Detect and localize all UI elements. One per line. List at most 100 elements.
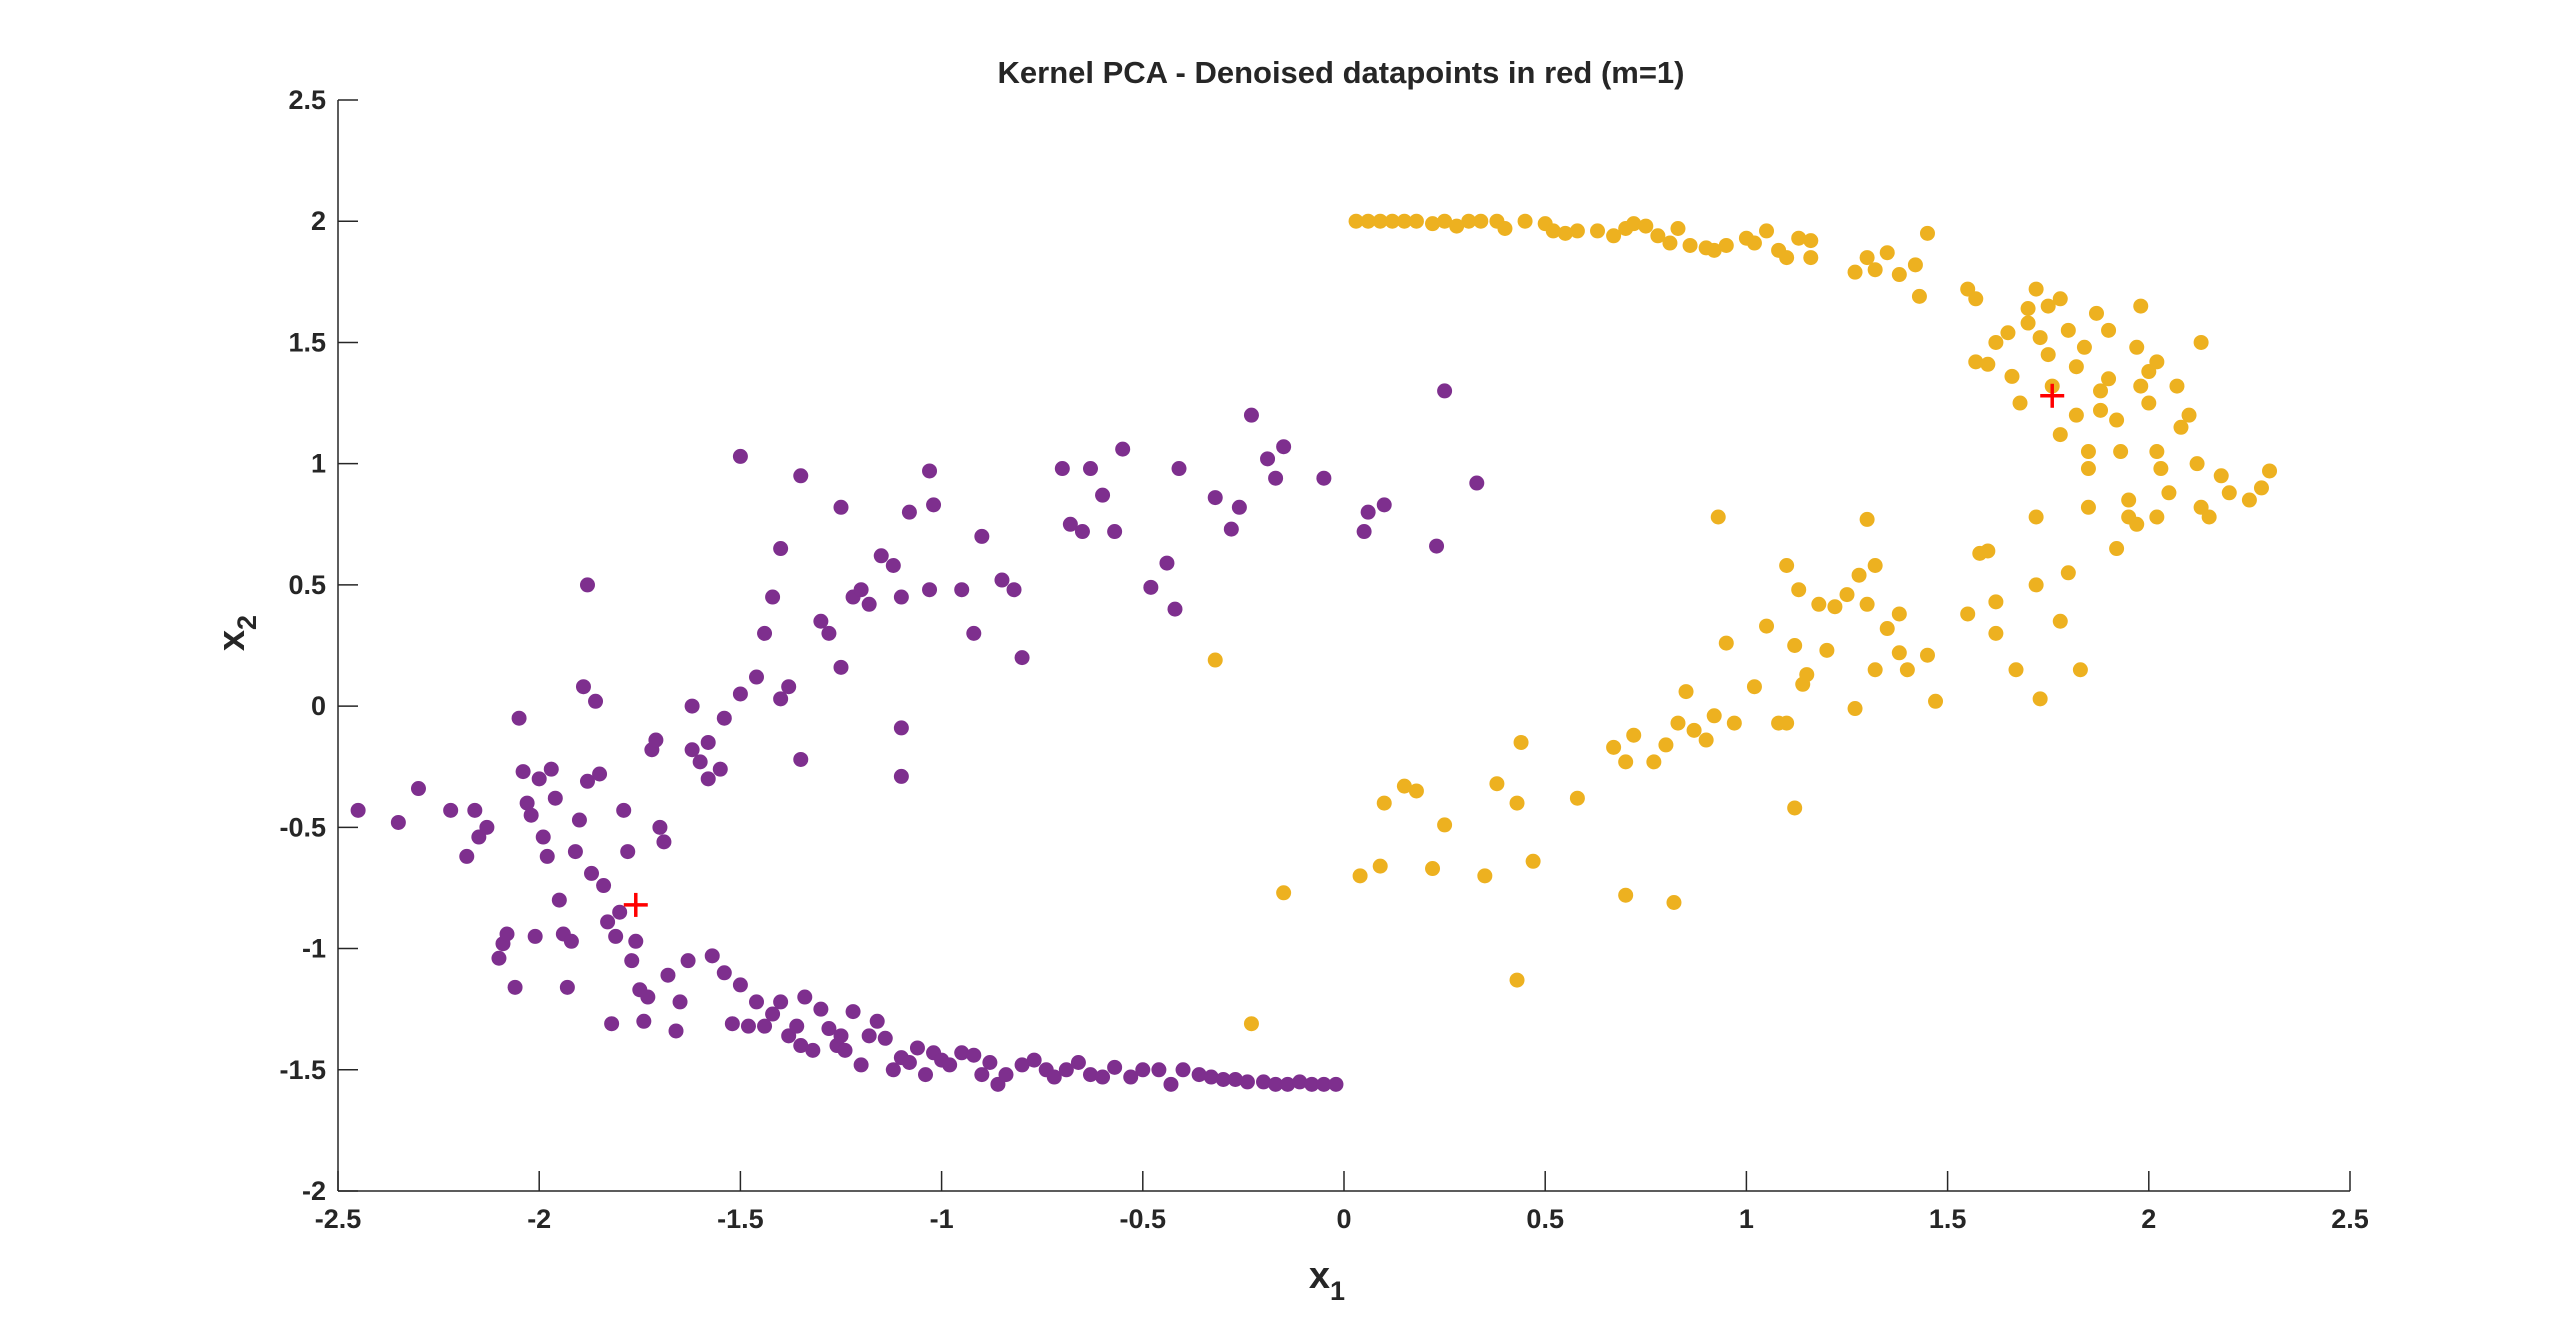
yellow-data-point	[1706, 242, 1722, 258]
yellow-data-point	[1919, 647, 1935, 663]
purple-data-point	[704, 948, 720, 964]
x-tick-label: 1	[1739, 1204, 1754, 1234]
purple-data-point	[885, 1062, 901, 1078]
yellow-data-point	[1988, 625, 2004, 641]
yellow-data-point	[2060, 565, 2076, 581]
purple-data-point	[861, 1028, 877, 1044]
yellow-data-point	[1791, 582, 1807, 598]
yellow-data-point	[1803, 233, 1819, 249]
yellow-data-point	[2080, 461, 2096, 477]
purple-data-point	[680, 953, 696, 969]
purple-data-point	[1082, 461, 1098, 477]
purple-data-point	[909, 1040, 925, 1056]
purple-data-point	[757, 625, 773, 641]
yellow-data-point	[1867, 662, 1883, 678]
purple-data-point	[757, 1018, 773, 1034]
purple-data-point	[1304, 1076, 1320, 1092]
yellow-data-point	[1658, 737, 1674, 753]
purple-data-point	[1014, 1057, 1030, 1073]
purple-data-point	[773, 541, 789, 557]
purple-data-point	[1062, 516, 1078, 532]
purple-data-point	[1058, 1062, 1074, 1078]
yellow-data-point	[2080, 444, 2096, 460]
yellow-data-point	[1928, 693, 1944, 709]
purple-data-point	[1070, 1055, 1086, 1071]
yellow-data-point	[1726, 715, 1742, 731]
yellow-data-point	[1590, 223, 1606, 239]
purple-data-point	[1143, 579, 1159, 595]
denoised-point-marker	[2040, 383, 2065, 408]
yellow-data-point	[1348, 213, 1364, 229]
yellow-data-point	[1795, 676, 1811, 692]
purple-data-point	[1231, 499, 1247, 515]
y-tick-label: 1.5	[288, 327, 326, 357]
yellow-data-point	[2253, 480, 2269, 496]
yellow-data-point	[2213, 468, 2229, 484]
yellow-data-point	[2028, 509, 2044, 525]
purple-data-point	[1095, 1069, 1111, 1085]
purple-data-point	[926, 497, 942, 513]
purple-data-point	[1207, 490, 1223, 506]
purple-data-point	[793, 1038, 809, 1054]
yellow-data-point	[2088, 305, 2104, 321]
yellow-data-point	[1811, 596, 1827, 612]
purple-data-point	[1316, 1076, 1332, 1092]
purple-data-point	[1203, 1069, 1219, 1085]
purple-data-point	[1054, 461, 1070, 477]
yellow-data-point	[1408, 213, 1424, 229]
purple-data-point	[893, 589, 909, 605]
purple-data-point	[588, 693, 604, 709]
yellow-data-point	[1891, 267, 1907, 283]
purple-data-point	[994, 572, 1010, 588]
yellow-data-point	[1706, 708, 1722, 724]
yellow-data-point	[1851, 567, 1867, 583]
y-axis-label: x2	[211, 615, 262, 651]
purple-data-point	[616, 802, 632, 818]
purple-data-point	[1243, 407, 1259, 423]
purple-data-point	[1115, 441, 1131, 457]
yellow-data-point	[1670, 220, 1686, 236]
purple-data-point	[853, 1057, 869, 1073]
yellow-data-point	[2052, 613, 2068, 629]
yellow-data-point	[2076, 339, 2092, 355]
purple-data-point	[612, 904, 628, 920]
purple-data-point	[523, 807, 539, 823]
x-tick-label: 2.5	[2331, 1204, 2369, 1234]
yellow-data-point	[2032, 330, 2048, 346]
purple-data-point	[1167, 601, 1183, 617]
yellow-data-point	[1819, 642, 1835, 658]
purple-data-point	[559, 979, 575, 995]
purple-data-point	[640, 989, 656, 1005]
purple-data-point	[491, 950, 507, 966]
yellow-data-point	[1449, 218, 1465, 234]
yellow-data-point	[1859, 250, 1875, 266]
purple-data-point	[789, 1018, 805, 1034]
yellow-data-point	[1678, 684, 1694, 700]
yellow-data-point	[2020, 315, 2036, 331]
yellow-data-point	[1646, 754, 1662, 770]
purple-data-point	[1268, 1076, 1284, 1092]
yellow-data-point	[1525, 853, 1541, 869]
yellow-data-point	[2101, 371, 2117, 387]
x-axis-label-main: x	[1309, 1255, 1330, 1297]
purple-data-point	[519, 795, 535, 811]
yellow-data-point	[1473, 213, 1489, 229]
purple-data-point	[410, 781, 426, 797]
purple-data-point	[732, 686, 748, 702]
purple-data-point	[813, 613, 829, 629]
yellow-data-point	[1779, 250, 1795, 266]
yellow-data-point	[2221, 485, 2237, 501]
yellow-data-point	[1517, 213, 1533, 229]
yellow-data-point	[2141, 395, 2157, 411]
purple-data-point	[551, 892, 567, 908]
yellow-data-point	[2262, 463, 2278, 479]
purple-data-point	[837, 1042, 853, 1058]
purple-data-point	[636, 1013, 652, 1029]
purple-data-point	[1006, 582, 1022, 598]
yellow-data-point	[1569, 223, 1585, 239]
purple-data-point	[543, 761, 559, 777]
purple-data-point	[620, 844, 636, 860]
yellow-data-point	[2101, 322, 2117, 338]
purple-data-point	[716, 710, 732, 726]
yellow-data-point	[2052, 427, 2068, 443]
